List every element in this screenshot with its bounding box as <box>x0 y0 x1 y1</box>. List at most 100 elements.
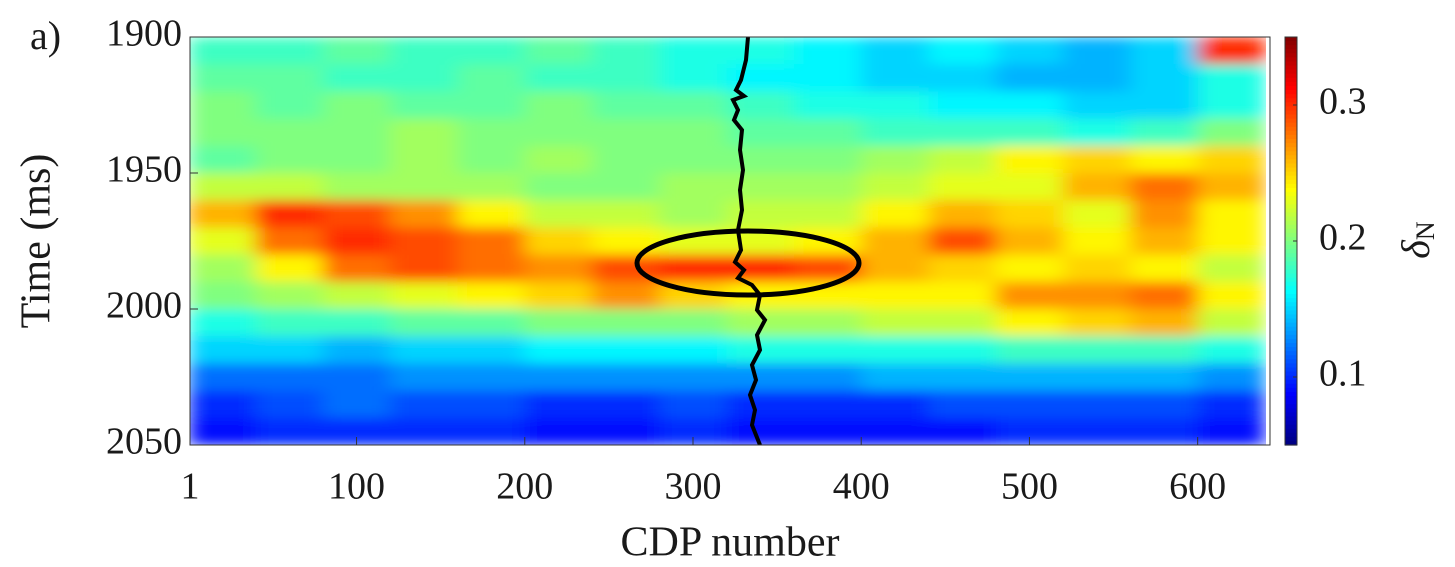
heatmap-cell <box>322 118 391 147</box>
heatmap-cell <box>592 64 660 92</box>
colorbar-swatch <box>1285 187 1297 193</box>
colorbar-swatch <box>1285 208 1297 214</box>
heatmap-cell <box>928 200 997 228</box>
colorbar-swatch <box>1285 322 1297 328</box>
heatmap-cell <box>726 390 795 419</box>
heatmap-cell <box>928 91 997 120</box>
heatmap-cell <box>1197 390 1266 419</box>
colorbar-swatch <box>1285 298 1297 303</box>
heatmap-cell <box>592 390 660 419</box>
heatmap-cell <box>1130 91 1199 120</box>
colorbar-swatch <box>1285 285 1297 291</box>
colorbar-swatch <box>1285 232 1297 238</box>
heatmap-cell <box>524 254 593 283</box>
colorbar-swatch <box>1285 73 1297 79</box>
heatmap-cell <box>457 200 526 228</box>
colorbar-swatch <box>1285 37 1297 42</box>
heatmap-cell <box>861 309 930 337</box>
heatmap-cell <box>390 200 459 228</box>
colorbar-swatch <box>1285 49 1297 54</box>
colorbar-swatch <box>1285 318 1297 324</box>
colorbar-swatch <box>1285 236 1297 242</box>
x-tick-label: 1 <box>181 466 200 508</box>
colorbar-swatch <box>1285 61 1297 67</box>
heatmap-cell <box>390 254 459 283</box>
heatmap-cell <box>255 336 324 364</box>
heatmap-cell <box>322 336 391 364</box>
heatmap-cell <box>1063 227 1131 256</box>
heatmap-cell <box>255 390 324 419</box>
heatmap-cell <box>190 118 257 147</box>
colorbar-swatch <box>1285 277 1297 283</box>
heatmap-cell <box>659 91 728 120</box>
heatmap-cell <box>592 145 660 174</box>
heatmap-cell <box>524 145 593 174</box>
colorbar-swatch <box>1285 212 1297 218</box>
colorbar-swatch <box>1285 432 1297 438</box>
overlay <box>634 37 862 445</box>
heatmap-cell <box>255 200 324 228</box>
heatmap-cell <box>592 227 660 256</box>
colorbar-swatch <box>1285 281 1297 287</box>
heatmap-cell <box>793 363 862 392</box>
colorbar-swatch <box>1285 41 1297 46</box>
colorbar-swatch <box>1285 375 1297 381</box>
heatmap-cell <box>390 145 459 174</box>
colorbar-swatch <box>1285 326 1297 332</box>
colorbar-swatch <box>1285 363 1297 369</box>
heatmap-cell <box>255 118 324 147</box>
heatmap-cell <box>1197 227 1266 256</box>
heatmap-cell <box>255 173 324 201</box>
heatmap-cell <box>524 91 593 120</box>
heatmap-cell <box>457 336 526 364</box>
heatmap-cell <box>793 91 862 120</box>
heatmap-cell <box>861 37 930 65</box>
colorbar-swatch <box>1285 53 1297 58</box>
heatmap-cell <box>1063 254 1131 283</box>
heatmap-cell <box>1130 309 1199 337</box>
heatmap-cell <box>1130 37 1199 65</box>
heatmap-cell <box>659 173 728 201</box>
heatmap-cell <box>524 64 593 92</box>
colorbar-swatch <box>1285 310 1297 316</box>
colorbar-tick-label: 0.3 <box>1319 81 1367 123</box>
colorbar-swatch <box>1285 273 1297 279</box>
colorbar-swatch <box>1285 404 1297 409</box>
colorbar-swatch <box>1285 98 1297 103</box>
heatmap-cell <box>1130 173 1199 201</box>
heatmap-cell <box>457 227 526 256</box>
heatmap-cell <box>255 64 324 92</box>
heatmap-cell <box>793 200 862 228</box>
heatmap-cell <box>592 200 660 228</box>
heatmap-cell <box>659 254 728 283</box>
heatmap-cell <box>995 173 1064 201</box>
colorbar-swatch <box>1285 81 1297 87</box>
colorbar-swatch <box>1285 428 1297 434</box>
heatmap-cell <box>1197 118 1266 147</box>
heatmap-cell <box>1197 281 1266 310</box>
colorbar: 0.1 0.2 0.3 <box>1284 36 1367 446</box>
heatmap-cell <box>1063 309 1131 337</box>
heatmap-cell <box>861 227 930 256</box>
colorbar-swatch <box>1285 408 1297 413</box>
heatmap <box>190 37 1266 445</box>
colorbar-swatch <box>1285 114 1297 120</box>
heatmap-cell <box>1130 363 1199 392</box>
heatmap-cell <box>928 118 997 147</box>
heatmap-cell <box>1130 118 1199 147</box>
heatmap-cell <box>659 390 728 419</box>
heatmap-cell <box>659 363 728 392</box>
colorbar-swatch <box>1285 330 1297 336</box>
heatmap-cell <box>322 200 391 228</box>
colorbar-swatch <box>1285 440 1297 446</box>
colorbar-swatch <box>1285 151 1297 156</box>
heatmap-cell <box>524 227 593 256</box>
colorbar-swatch <box>1285 261 1297 267</box>
heatmap-cell <box>524 336 593 364</box>
heatmap-cell <box>1063 64 1131 92</box>
colorbar-swatch <box>1285 367 1297 373</box>
heatmap-cell <box>190 145 257 174</box>
heatmap-cell <box>1063 173 1131 201</box>
heatmap-cell <box>793 64 862 92</box>
